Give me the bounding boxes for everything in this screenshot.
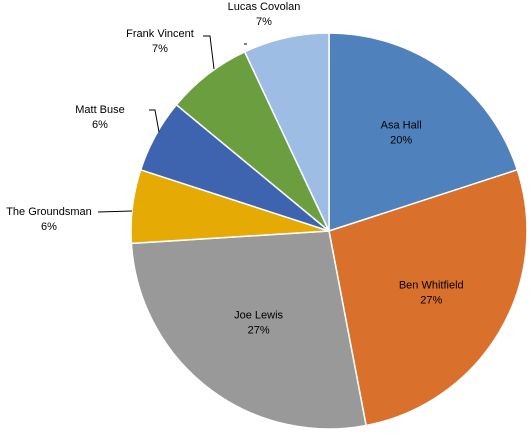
slice-label-name-matt-buse: Matt Buse: [75, 104, 125, 116]
slice-label-percent-ben-whitfield: 27%: [420, 294, 442, 306]
pie-slice-ben-whitfield: [328, 168, 528, 427]
slice-label-name-asa-hall: Asa Hall: [381, 120, 422, 132]
leader-line-the-groundsman: [97, 210, 133, 213]
slice-label-percent-asa-hall: 20%: [390, 135, 412, 147]
slice-label-percent-the-groundsman: 6%: [41, 221, 57, 233]
slice-label-percent-lucas-covolan: 7%: [256, 16, 272, 28]
slice-label-percent-matt-buse: 6%: [92, 119, 108, 131]
slice-label-percent-frank-vincent: 7%: [152, 43, 168, 55]
leader-line-frank-vincent: [203, 35, 215, 70]
slices-layer: [130, 32, 528, 430]
slice-label-name-ben-whitfield: Ben Whitfield: [399, 279, 464, 291]
slice-label-name-joe-lewis: Joe Lewis: [234, 310, 283, 322]
slice-label-name-the-groundsman: The Groundsman: [6, 206, 92, 218]
leader-line-matt-buse: [149, 109, 160, 133]
pie-slice-asa-hall: [328, 32, 519, 233]
slice-label-name-lucas-covolan: Lucas Covolan: [228, 1, 301, 13]
labels-layer: Asa Hall 20% Ben Whitfield 27% Joe Lewis 27% T…: [6, 1, 463, 337]
pie-slice-lucas-covolan: [243, 32, 330, 232]
slice-label-name-frank-vincent: Frank Vincent: [126, 28, 194, 40]
slice-label-percent-joe-lewis: 27%: [248, 325, 270, 337]
pie-slice-joe-lewis: [130, 230, 367, 430]
leader-lines-layer: [97, 35, 247, 213]
